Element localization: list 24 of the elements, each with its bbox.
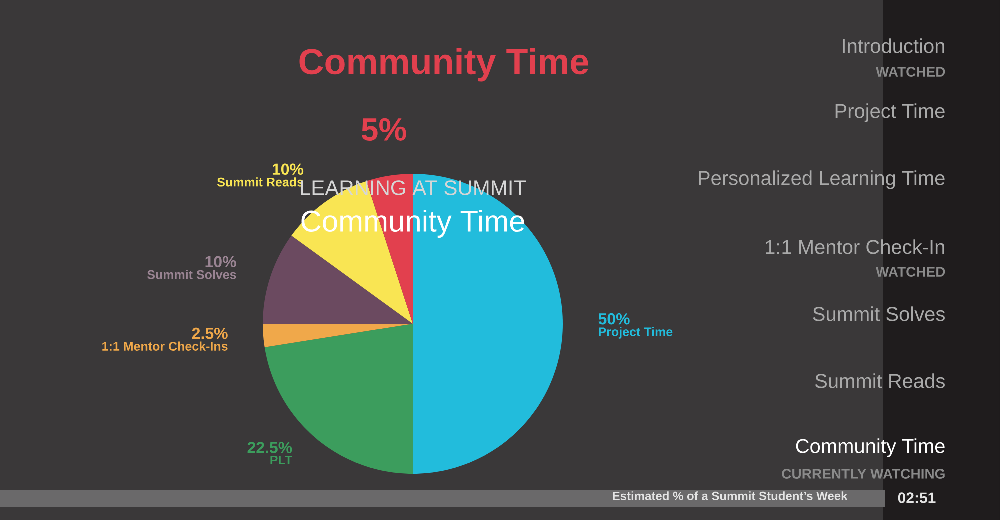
text: Introduction: [843, 38, 944, 54]
slice-label: 1:1 Mentor Check-Ins: [102, 342, 228, 351]
text: Summit Solves: [813, 306, 945, 322]
text: Summit Reads: [815, 374, 945, 388]
text: Community Time: [796, 438, 945, 458]
data-label: 10%: [272, 164, 304, 176]
text: Personalized Learning Time: [699, 170, 945, 190]
text: WATCHED: [876, 267, 946, 277]
text: Estimated % of a Summit Student’s Week: [613, 492, 848, 500]
slice-label: Project Time: [599, 327, 673, 339]
text: 1:1 Mentor Check-In: [766, 240, 944, 254]
text: CURRENTLY WATCHING: [782, 469, 945, 479]
data-label: 2.5%: [192, 328, 228, 340]
text: 02:51: [898, 492, 936, 504]
slice-label: Summit Solves: [147, 270, 236, 280]
data-label: 10%: [206, 256, 236, 268]
data-label: 5%: [362, 118, 406, 142]
text: Project Time: [836, 104, 945, 122]
slice-label: Summit Reads: [217, 178, 304, 187]
chart-title: Community Time: [300, 48, 588, 82]
data-label: 50%: [598, 313, 630, 325]
slice-label: PLT: [270, 456, 292, 465]
data-label: 22.5%: [248, 442, 292, 454]
text: WATCHED: [876, 67, 946, 77]
